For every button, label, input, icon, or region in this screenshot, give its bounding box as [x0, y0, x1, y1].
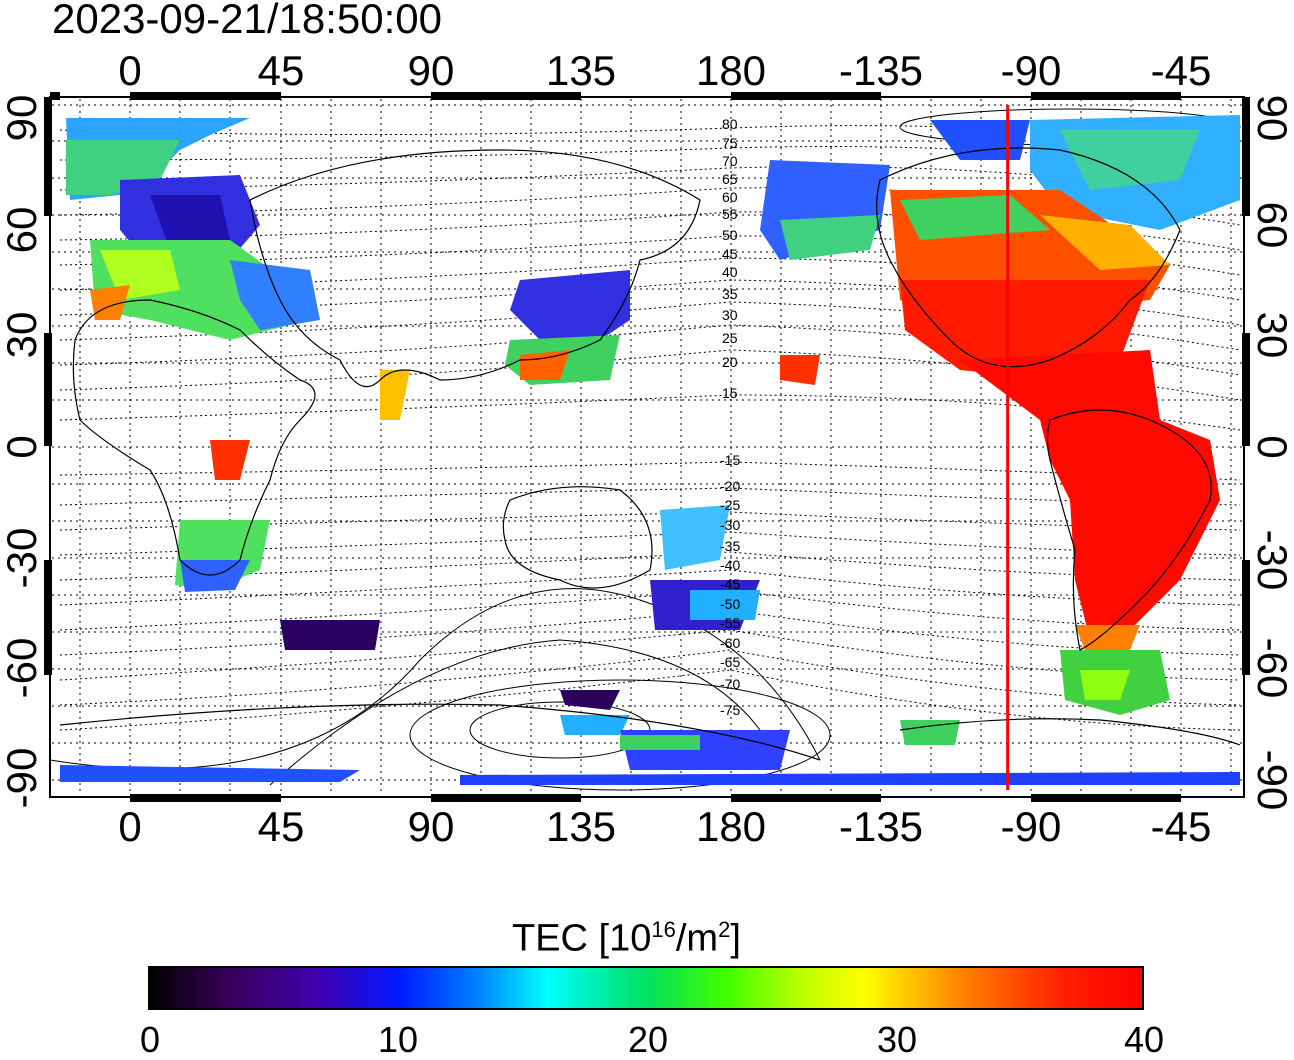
lon-tick-bottom-label: 90: [407, 803, 455, 850]
lon-tick-bottom-label: -90: [1000, 803, 1062, 850]
contour-label-south: -25: [720, 497, 740, 513]
coastlines: [59, 147, 1241, 761]
contour-label-north: 45: [722, 246, 738, 262]
contour-label-north: 80: [722, 116, 738, 132]
colorbar-title-unit: /m: [675, 917, 719, 960]
colorbar-tick-label: 10: [377, 1019, 419, 1060]
lon-tick-bottom-label: 135: [545, 803, 617, 850]
contour-label-north: 55: [722, 206, 738, 222]
contour-label-north: 65: [722, 171, 738, 187]
colorbar-title-close: ]: [730, 917, 741, 960]
colorbar-tick-label: 40: [1123, 1019, 1165, 1060]
contour-label-north: 30: [722, 307, 738, 323]
colorbar-title-text: TEC [10: [512, 917, 652, 960]
lon-tick-bottom-label: 0: [118, 803, 142, 850]
lon-tick-bottom-label: -135: [838, 803, 924, 850]
tec-colorbar: [148, 966, 1144, 1010]
colorbar-title-exponent: 16: [651, 917, 676, 942]
contour-label-south: -40: [720, 557, 740, 573]
colorbar-tick-label: 30: [876, 1019, 918, 1060]
colorbar-title-unit-exponent: 2: [718, 917, 731, 942]
lon-tick-top-label: -45: [1150, 47, 1212, 94]
contour-label-north: 25: [722, 330, 738, 346]
contour-label-south: -65: [720, 654, 740, 670]
contour-label-north: 50: [722, 227, 738, 243]
contour-label-south: -15: [720, 452, 740, 468]
contour-label-south: -35: [720, 538, 740, 554]
lon-tick-top-label: 45: [257, 47, 305, 94]
colorbar-tick-label: 0: [139, 1019, 161, 1060]
lon-tick-top-label: -90: [1000, 47, 1062, 94]
lon-tick-bottom-label: 45: [257, 803, 305, 850]
lon-tick-top-label: 180: [695, 47, 767, 94]
contour-label-south: -50: [720, 596, 740, 612]
map-timestamp: 2023-09-21/18:50:00: [52, 0, 442, 42]
lon-tick-top-label: 135: [545, 47, 617, 94]
contour-label-north: 40: [722, 264, 738, 280]
lon-tick-top-label: 0: [118, 47, 142, 94]
contour-label-south: -60: [720, 635, 740, 651]
contour-label-south: -45: [720, 576, 740, 592]
lon-tick-bottom-label: -45: [1150, 803, 1212, 850]
contour-label-north: 75: [722, 135, 738, 151]
contour-label-north: 20: [722, 354, 738, 370]
contour-label-south: -30: [720, 517, 740, 533]
contour-label-south: -20: [720, 478, 740, 494]
contour-label-south: -75: [720, 702, 740, 718]
lon-tick-top-label: -135: [838, 47, 924, 94]
contour-label-south: -55: [720, 615, 740, 631]
colorbar-tick-label: 20: [627, 1019, 669, 1060]
colorbar-title: TEC [1016/m2]: [512, 908, 741, 961]
contour-label-north: 70: [722, 153, 738, 169]
frame-bars: [44, 92, 1250, 802]
contour-label-north: 60: [722, 189, 738, 205]
contour-label-south: -70: [720, 676, 740, 692]
lon-tick-bottom-label: 180: [695, 803, 767, 850]
tec-data-overlay: [60, 115, 1240, 785]
contour-label-north: 15: [722, 385, 738, 401]
contour-label-north: 35: [722, 286, 738, 302]
lon-tick-top-label: 90: [407, 47, 455, 94]
